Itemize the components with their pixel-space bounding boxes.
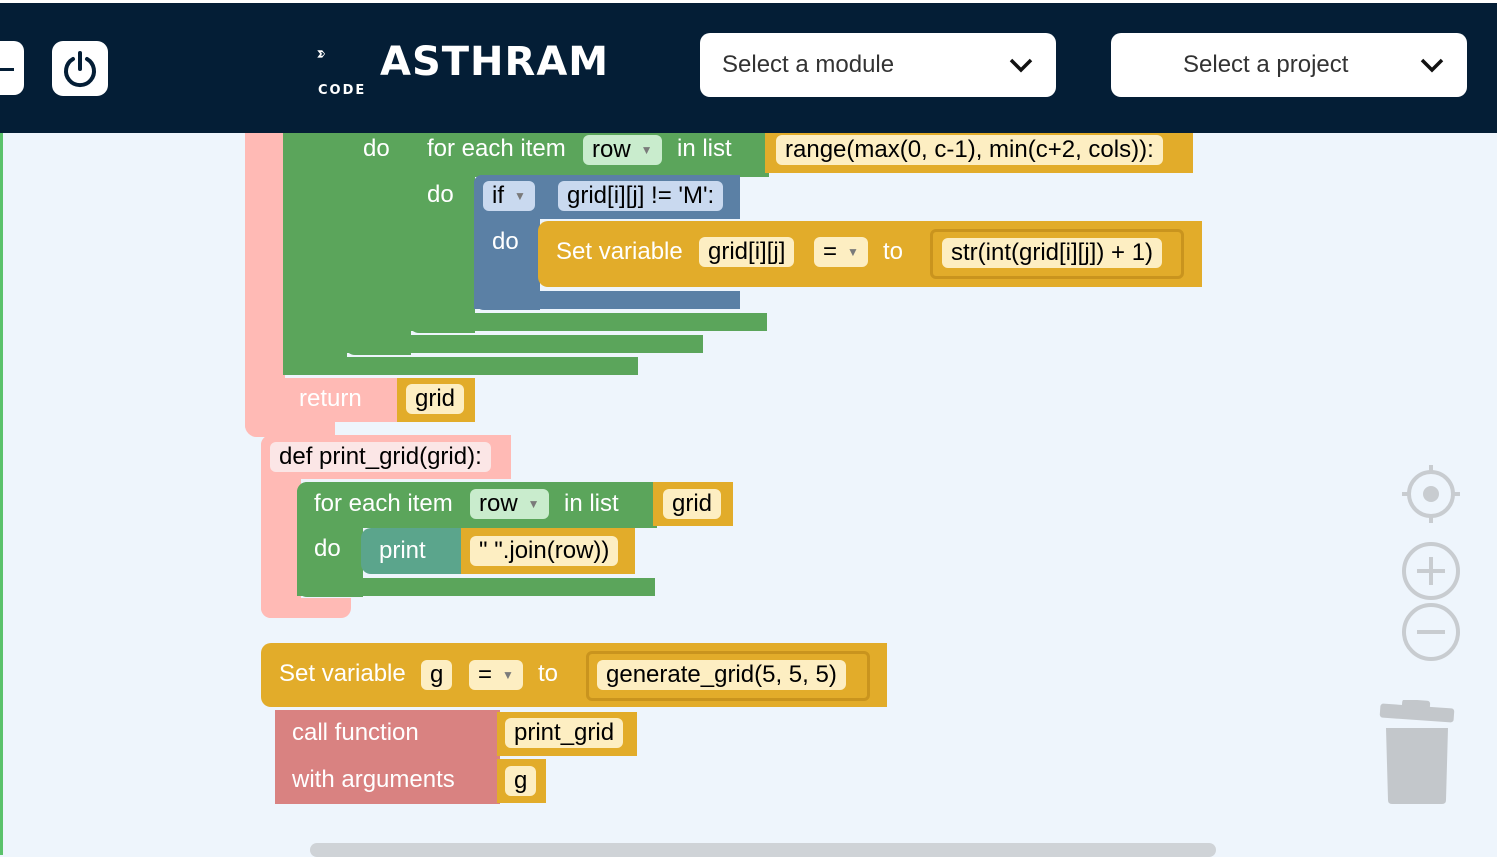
trash-icon[interactable]	[1376, 700, 1458, 808]
in-list-label: in list	[677, 135, 732, 162]
call-function-block[interactable]	[275, 710, 500, 804]
do-label: do	[363, 135, 390, 162]
argument-field[interactable]: g	[505, 766, 537, 796]
call-function-label: call function	[292, 719, 419, 746]
zoom-out-icon[interactable]	[1400, 601, 1462, 663]
dropdown-arrow-icon: ▼	[514, 189, 526, 203]
dropdown-arrow-icon: ▼	[527, 497, 540, 511]
for-each-label: for each item	[427, 135, 566, 162]
project-select[interactable]: Select a project	[1111, 33, 1467, 97]
if-condition-field[interactable]: grid[i][j] != 'M':	[558, 181, 724, 211]
return-block[interactable]	[283, 378, 403, 422]
to-label: to	[883, 238, 904, 265]
function-def-bottom	[245, 420, 335, 437]
operator-dropdown[interactable]: = ▼	[469, 660, 523, 690]
do-label: do	[427, 181, 454, 208]
loop-block-outer[interactable]	[283, 133, 347, 373]
dropdown-arrow-icon: ▼	[502, 668, 514, 682]
value-expression-field[interactable]: generate_grid(5, 5, 5)	[597, 660, 846, 690]
menu-button[interactable]	[0, 41, 24, 95]
horizontal-scrollbar[interactable]	[310, 843, 1216, 857]
chevron-down-icon	[1009, 58, 1033, 73]
list-value-field[interactable]: grid	[663, 489, 722, 519]
logo-title: ASTHRAM	[380, 39, 610, 85]
loop-block-middle[interactable]	[345, 133, 411, 355]
for-each-bottom	[409, 313, 767, 331]
dropdown-arrow-icon: ▼	[847, 245, 859, 259]
set-variable-label: Set variable	[556, 238, 683, 265]
function-signature-field[interactable]: def print_grid(grid):	[270, 442, 491, 472]
variable-name-field[interactable]: grid[i][j]	[699, 237, 795, 267]
value-expression-field[interactable]: str(int(grid[i][j]) + 1)	[942, 238, 1163, 268]
project-select-label: Select a project	[1183, 51, 1349, 78]
do-label: do	[492, 228, 519, 255]
print-block[interactable]	[361, 528, 471, 574]
module-select-label: Select a module	[722, 51, 895, 78]
for-each-bottom	[297, 578, 655, 596]
for-each-body	[297, 482, 363, 597]
loop-var-value: row	[592, 136, 631, 163]
zoom-in-icon[interactable]	[1400, 540, 1462, 602]
loop-block-middle-bottom	[345, 335, 703, 353]
operator-value: =	[823, 238, 838, 265]
set-variable-label: Set variable	[279, 660, 406, 687]
function-name-field[interactable]: print_grid	[505, 718, 624, 748]
logo-subtitle: CODE	[318, 83, 367, 98]
print-grid-function-bottom	[261, 598, 351, 618]
module-select[interactable]: Select a module	[700, 33, 1056, 97]
return-value-field[interactable]: grid	[406, 384, 465, 414]
operator-value: =	[478, 661, 493, 688]
power-button[interactable]	[52, 41, 108, 96]
variable-name-field[interactable]: g	[421, 660, 453, 690]
value-input-socket	[930, 229, 1184, 279]
print-label: print	[379, 537, 426, 564]
loop-block-outer-bottom	[283, 357, 638, 375]
loop-var-value: row	[479, 490, 518, 517]
dropdown-arrow-icon: ▼	[640, 143, 653, 157]
if-value: if	[492, 182, 504, 209]
to-label: to	[538, 660, 559, 687]
print-value-field[interactable]: " ".join(row))	[470, 536, 619, 566]
function-def-block[interactable]	[245, 133, 285, 437]
loop-var-dropdown[interactable]: row ▼	[470, 489, 549, 519]
logo-mark-icon	[317, 50, 326, 58]
value-input-socket	[586, 651, 870, 701]
operator-dropdown[interactable]: = ▼	[814, 237, 868, 267]
top-bar: ASTHRAM CODE Select a module Select a pr…	[0, 0, 1497, 133]
with-arguments-label: with arguments	[292, 766, 455, 793]
chevron-down-icon	[1420, 58, 1444, 73]
if-bottom	[474, 291, 740, 309]
for-each-body	[409, 133, 475, 333]
center-target-icon[interactable]	[1400, 463, 1462, 525]
range-expression-field[interactable]: range(max(0, c-1), min(c+2, cols)):	[776, 135, 1163, 165]
return-label: return	[299, 385, 362, 412]
power-icon	[64, 50, 96, 87]
if-dropdown[interactable]: if ▼	[483, 181, 535, 211]
loop-var-dropdown[interactable]: row ▼	[583, 135, 662, 165]
for-each-label: for each item	[314, 490, 453, 517]
do-label: do	[314, 535, 341, 562]
in-list-label: in list	[564, 490, 619, 517]
